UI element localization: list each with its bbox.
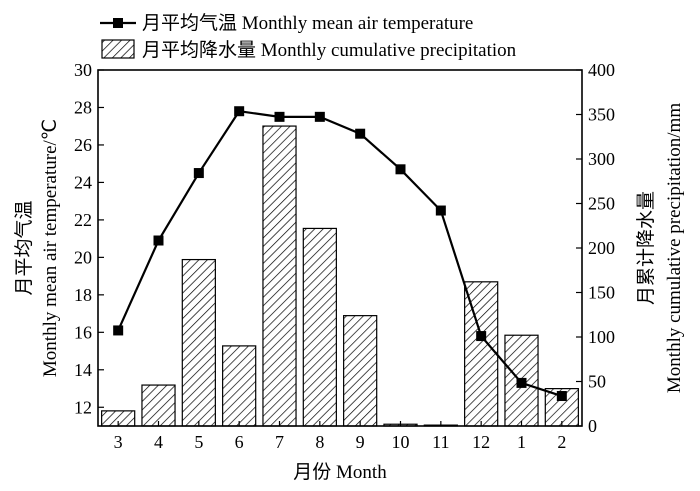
x-axis-title: 月份 Month: [293, 461, 387, 483]
right-tick-label: 300: [588, 149, 615, 169]
temperature-polyline: [117, 110, 563, 398]
left-tick-label: 14: [74, 360, 92, 380]
x-tick-label: 9: [356, 432, 365, 452]
x-tick-label: 5: [194, 432, 203, 452]
temp-point-3: [113, 325, 124, 336]
left-tick-label: 20: [74, 247, 92, 267]
x-tick-label: 11: [432, 432, 449, 452]
legend-item-temperature: 月平均气温 Monthly mean air temperature: [100, 12, 473, 34]
right-tick-label: 100: [588, 327, 615, 347]
right-tick-label: 400: [588, 60, 615, 80]
right-tick-label: 250: [588, 194, 615, 214]
right-axis: 0 50 100 150 200 250 300 350 400: [576, 60, 615, 436]
right-tick-label: 0: [588, 416, 597, 436]
left-tick-label: 16: [74, 322, 92, 342]
temp-point-11: [435, 205, 446, 216]
left-tick-label: 12: [74, 397, 92, 417]
left-tick-label: 24: [74, 172, 92, 192]
right-axis-title: 月累计降水量 Monthly cumulative precipitation/…: [635, 103, 685, 393]
x-tick-label: 12: [472, 432, 490, 452]
x-tick-label: 2: [557, 432, 566, 452]
right-tick-label: 50: [588, 372, 606, 392]
x-tick-label: 1: [517, 432, 526, 452]
right-axis-title-en: Monthly cumulative precipitation/mm: [664, 103, 685, 393]
left-tick-label: 30: [74, 60, 92, 80]
temp-point-8: [314, 111, 325, 122]
precip-bar-12: [464, 281, 499, 427]
left-axis-title-en: Monthly mean air temperature/℃: [40, 119, 61, 377]
temp-point-9: [355, 128, 366, 139]
x-axis: 3 4 5 6 7 8 9 10 11 12 1 2: [114, 421, 566, 452]
legend-label-precipitation: 月平均降水量 Monthly cumulative precipitation: [142, 39, 517, 61]
right-tick-label: 200: [588, 238, 615, 258]
left-axis-title: 月平均气温 Monthly mean air temperature/℃: [13, 119, 61, 377]
x-tick-label: 10: [392, 432, 410, 452]
precip-bar-9: [343, 315, 378, 427]
temp-point-6: [234, 106, 245, 117]
right-axis-title-cn: 月累计降水量: [635, 191, 657, 305]
precip-bar-8: [302, 227, 337, 427]
left-axis: 12 14 16 18 20 22 24 26 28 30: [74, 60, 104, 417]
legend: 月平均气温 Monthly mean air temperature 月平均降水…: [100, 12, 517, 61]
precip-bar-7: [262, 125, 297, 427]
temp-point-1: [516, 377, 527, 388]
left-tick-label: 28: [74, 97, 92, 117]
right-tick-label: 150: [588, 283, 615, 303]
precip-bar-6: [222, 345, 257, 427]
x-tick-label: 6: [235, 432, 244, 452]
left-axis-title-cn: 月平均气温: [13, 200, 35, 295]
left-tick-label: 26: [74, 135, 92, 155]
x-tick-label: 8: [315, 432, 324, 452]
x-tick-label: 7: [275, 432, 284, 452]
precipitation-bars: [101, 125, 579, 427]
precip-bar-4: [141, 384, 176, 427]
legend-item-precipitation: 月平均降水量 Monthly cumulative precipitation: [101, 39, 517, 61]
legend-label-temperature: 月平均气温 Monthly mean air temperature: [142, 12, 473, 34]
temp-point-5: [193, 168, 204, 179]
temp-point-10: [395, 164, 406, 175]
temperature-line: [113, 106, 567, 402]
right-tick-label: 350: [588, 105, 615, 125]
x-tick-label: 4: [154, 432, 163, 452]
temp-point-4: [153, 235, 164, 246]
temp-point-12: [476, 331, 487, 342]
temp-point-7: [274, 111, 285, 122]
temp-point-2: [556, 391, 567, 402]
x-tick-label: 3: [114, 432, 123, 452]
left-tick-label: 22: [74, 210, 92, 230]
left-tick-label: 18: [74, 285, 92, 305]
precip-bar-5: [181, 258, 216, 427]
